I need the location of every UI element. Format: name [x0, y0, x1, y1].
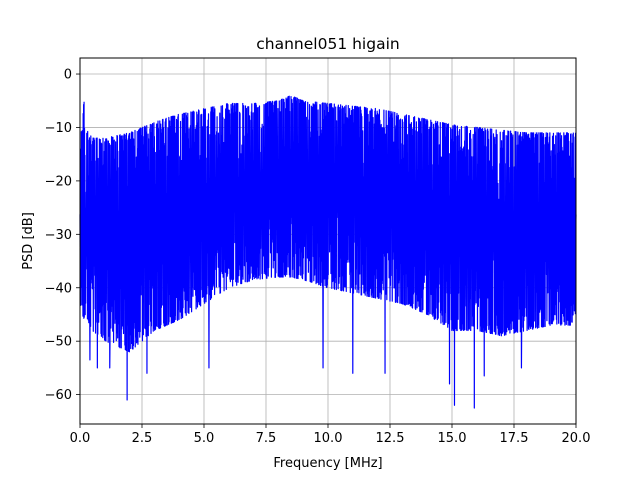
x-tick-label: 2.5 — [132, 431, 153, 446]
y-tick-label: 0 — [64, 68, 72, 83]
x-tick-label: 7.5 — [256, 431, 277, 446]
y-tick-label: −20 — [45, 174, 72, 189]
ticks: 0.0 2.5 5.0 7.5 10.0 12.5 15.0 17.5 20.0 0 −10 −20 −… — [45, 68, 591, 446]
x-tick-label: 0.0 — [70, 431, 91, 446]
y-tick-label: −40 — [45, 281, 72, 296]
y-tick-label: −50 — [45, 335, 72, 350]
x-tick-label: 10.0 — [314, 431, 343, 446]
x-tick-label: 17.5 — [500, 431, 529, 446]
x-axis-title: Frequency [MHz] — [273, 456, 382, 471]
y-tick-label: −60 — [45, 388, 72, 403]
y-tick-label: −30 — [45, 228, 72, 243]
y-axis-title: PSD [dB] — [21, 212, 36, 270]
x-tick-label: 20.0 — [562, 431, 591, 446]
x-tick-label: 15.0 — [438, 431, 467, 446]
x-tick-label: 12.5 — [376, 431, 405, 446]
psd-series-line — [79, 95, 577, 409]
x-tick-label: 5.0 — [194, 431, 215, 446]
series-layer — [79, 95, 577, 409]
chart-title: channel051 higain — [256, 35, 399, 53]
y-tick-label: −10 — [45, 121, 72, 136]
